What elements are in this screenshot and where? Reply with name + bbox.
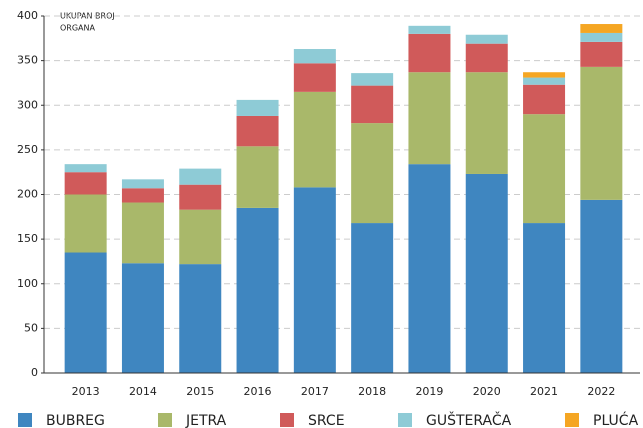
bar-segment — [293, 91, 336, 188]
bar-segment — [179, 209, 222, 265]
bar-segment — [293, 49, 336, 64]
y-tick-label: 400 — [17, 9, 38, 22]
bar-segment — [351, 85, 394, 124]
legend-swatch — [158, 413, 172, 427]
bar-segment — [523, 84, 566, 115]
x-tick-label: 2018 — [358, 385, 386, 398]
bar-segment — [465, 72, 508, 174]
y-tick-label: 200 — [17, 188, 38, 201]
y-tick-label: 150 — [17, 232, 38, 245]
bar-segment — [580, 32, 623, 42]
bar-segment — [465, 34, 508, 44]
y-tick-label: 50 — [24, 321, 38, 334]
bar-segment — [465, 43, 508, 73]
x-tick-label: 2022 — [587, 385, 615, 398]
bar-segment — [64, 164, 107, 173]
y-axis-label: ORGANA — [60, 24, 96, 33]
bar-segment — [351, 223, 394, 373]
y-tick-label: 300 — [17, 98, 38, 111]
y-tick-label: 350 — [17, 54, 38, 67]
bar-segment — [293, 63, 336, 92]
bar-segment — [580, 24, 623, 33]
legend-swatch — [18, 413, 32, 427]
x-tick-label: 2013 — [72, 385, 100, 398]
y-tick-label: 100 — [17, 277, 38, 290]
bar-segment — [293, 187, 336, 373]
bar-segment — [64, 252, 107, 373]
bar-segment — [408, 72, 451, 165]
bar-segment — [64, 194, 107, 253]
y-tick-label: 250 — [17, 143, 38, 156]
x-tick-label: 2015 — [186, 385, 214, 398]
legend-swatch — [280, 413, 294, 427]
bar-segment — [408, 164, 451, 373]
bar-segment — [523, 77, 566, 85]
legend-swatch — [398, 413, 412, 427]
bar-segment — [121, 263, 164, 373]
bar-segment — [121, 179, 164, 189]
legend-label: GUŠTERAČA — [426, 411, 512, 428]
x-tick-label: 2016 — [244, 385, 272, 398]
bar-segment — [523, 114, 566, 224]
bar-segment — [179, 168, 222, 185]
bar-segment — [121, 188, 164, 203]
bar-segment — [351, 123, 394, 224]
x-tick-label: 2021 — [530, 385, 558, 398]
x-tick-label: 2014 — [129, 385, 157, 398]
bar-segment — [580, 199, 623, 373]
bar-segment — [179, 184, 222, 210]
bar-segment — [408, 33, 451, 73]
bar-segment — [121, 202, 164, 264]
bar-segment — [351, 73, 394, 86]
x-tick-label: 2020 — [473, 385, 501, 398]
legend-label: SRCE — [308, 413, 345, 428]
bar-segment — [580, 66, 623, 200]
bar-segment — [465, 173, 508, 373]
legend-swatch — [565, 413, 579, 427]
bar-segment — [236, 207, 279, 373]
bar-segment — [236, 146, 279, 208]
bar-segment — [236, 99, 279, 116]
y-tick-label: 0 — [31, 366, 38, 379]
bar-segment — [64, 172, 107, 195]
bar-segment — [236, 115, 279, 147]
bar-segment — [580, 41, 623, 67]
legend-label: JETRA — [185, 413, 227, 428]
bar-segment — [179, 264, 222, 373]
legend-label: PLUĆA — [593, 411, 639, 428]
legend-label: BUBREG — [46, 413, 105, 428]
bar-segment — [523, 223, 566, 373]
bar-segment — [523, 72, 566, 78]
x-tick-label: 2019 — [415, 385, 443, 398]
bar-segment — [408, 25, 451, 34]
x-tick-label: 2017 — [301, 385, 329, 398]
